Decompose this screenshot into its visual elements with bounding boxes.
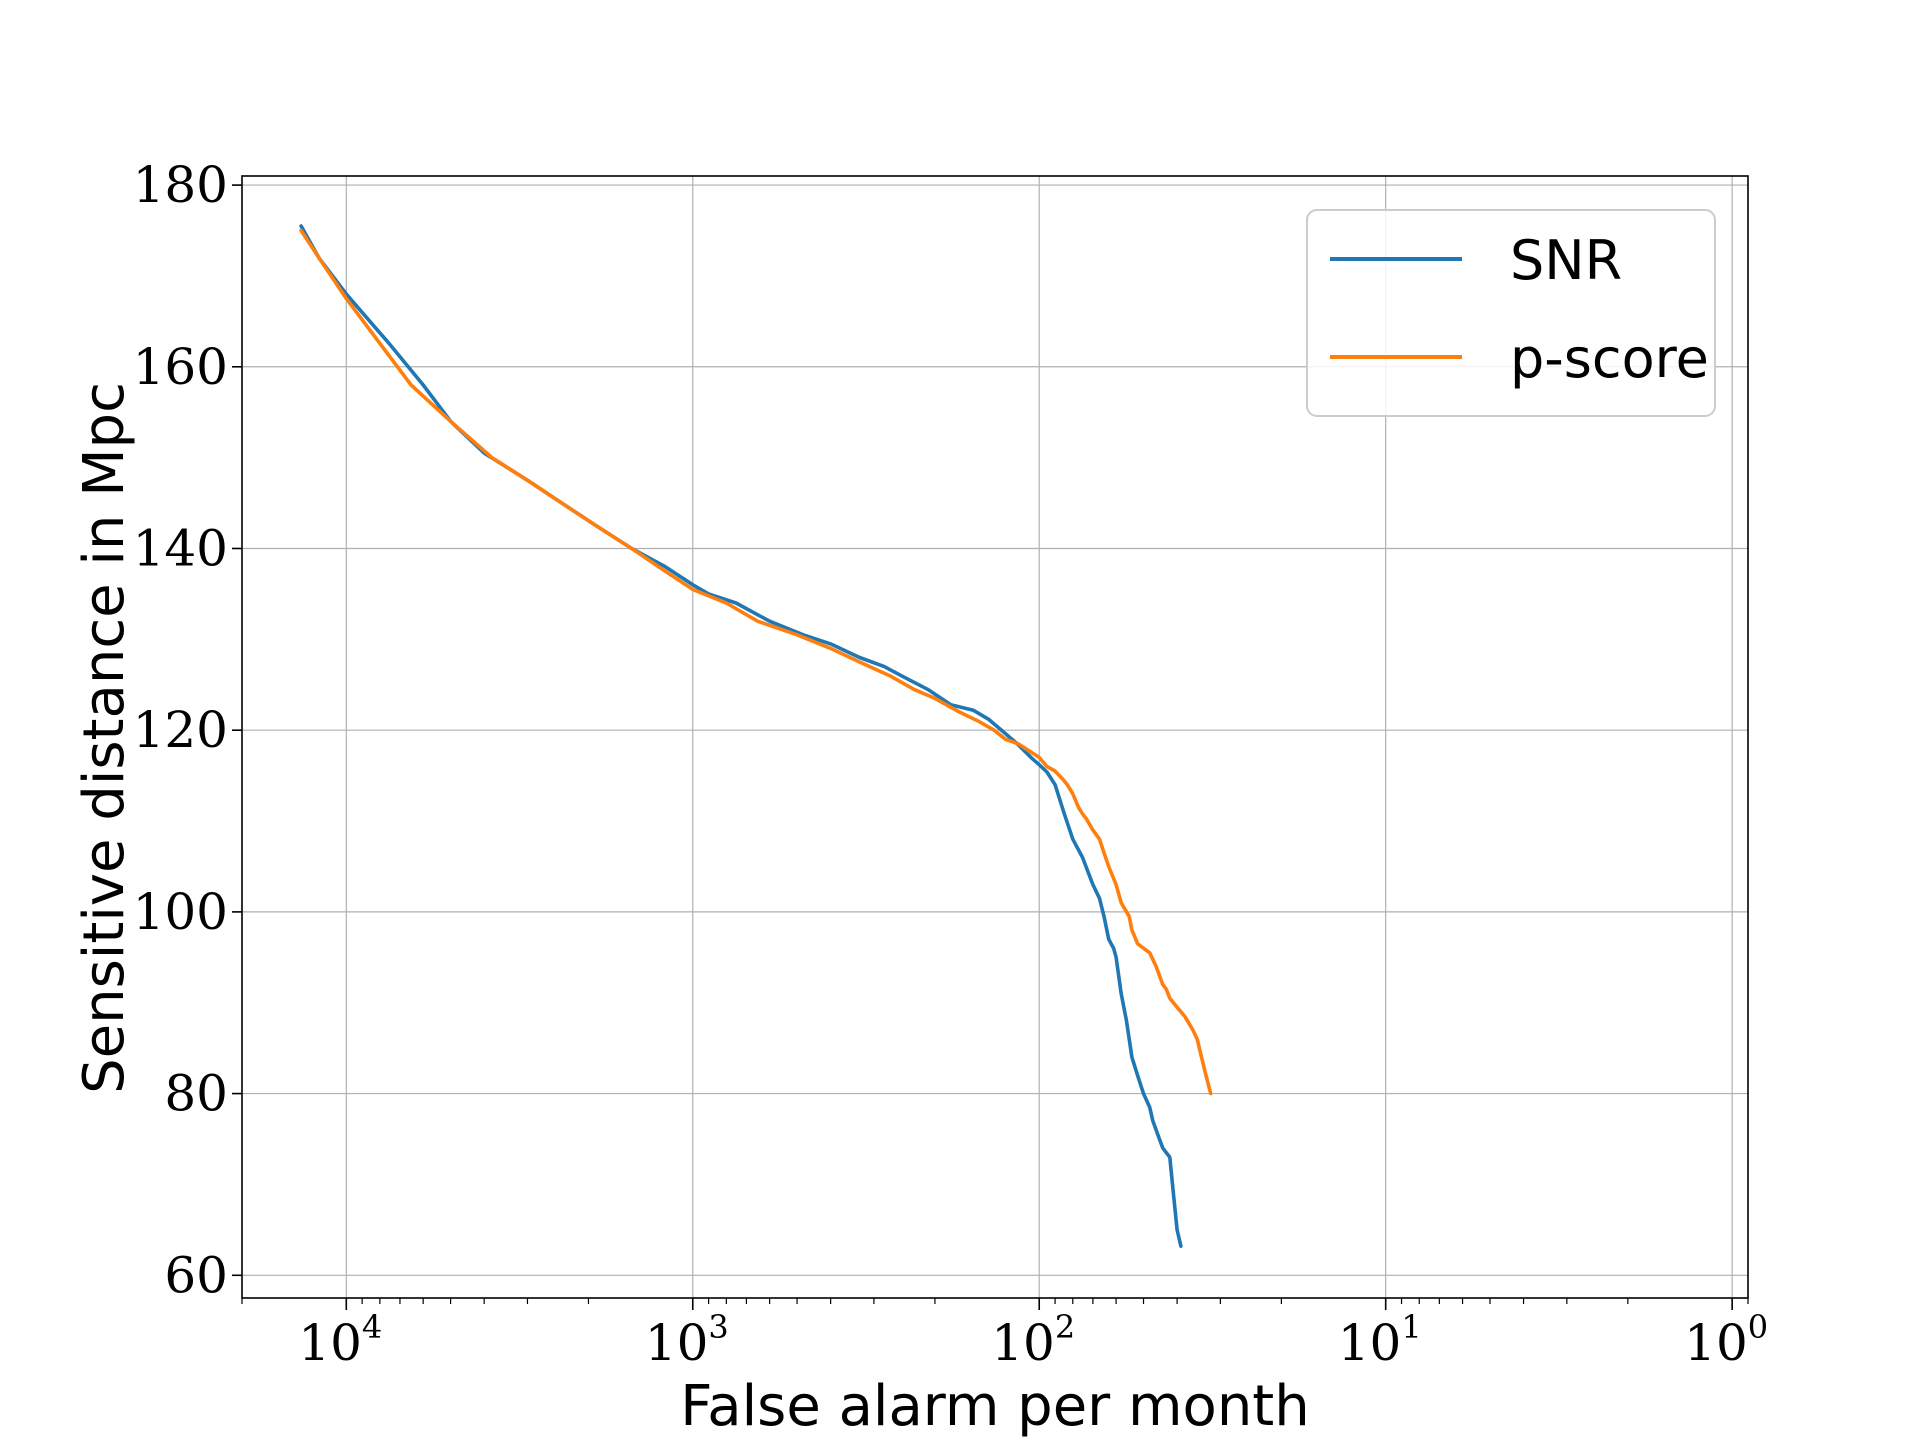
series-lines [299,224,1213,1248]
series-line-p-score [299,228,1213,1096]
x-tick-exponent: 1 [1401,1308,1421,1346]
x-tick-exponent: 3 [708,1308,728,1346]
legend-label-snr: SNR [1510,229,1622,292]
x-tick-label: 103 [645,1308,729,1372]
x-tick-label: 102 [991,1308,1075,1372]
x-axis-label: False alarm per month [680,1374,1310,1439]
y-tick-label: 160 [133,338,228,396]
grid [242,176,1748,1298]
y-tick-label: 60 [164,1246,228,1304]
y-tick-label: 80 [164,1065,228,1123]
y-tick-label: 120 [133,701,228,759]
legend-label-p-score: p-score [1510,327,1709,390]
x-tick-label: 101 [1338,1308,1422,1372]
legend: SNR p-score [1306,209,1716,417]
plot-frame [241,175,1749,1299]
x-tick-exponent: 2 [1055,1308,1075,1346]
legend-box [1306,209,1716,417]
y-tick-label: 180 [133,156,228,214]
y-tick-label: 140 [133,519,228,577]
y-axis-label: Sensitive distance in Mpc [72,382,137,1094]
x-tick-exponent: 4 [362,1308,382,1346]
y-tick-label: 100 [133,883,228,941]
x-tick-exponent: 0 [1748,1308,1768,1346]
